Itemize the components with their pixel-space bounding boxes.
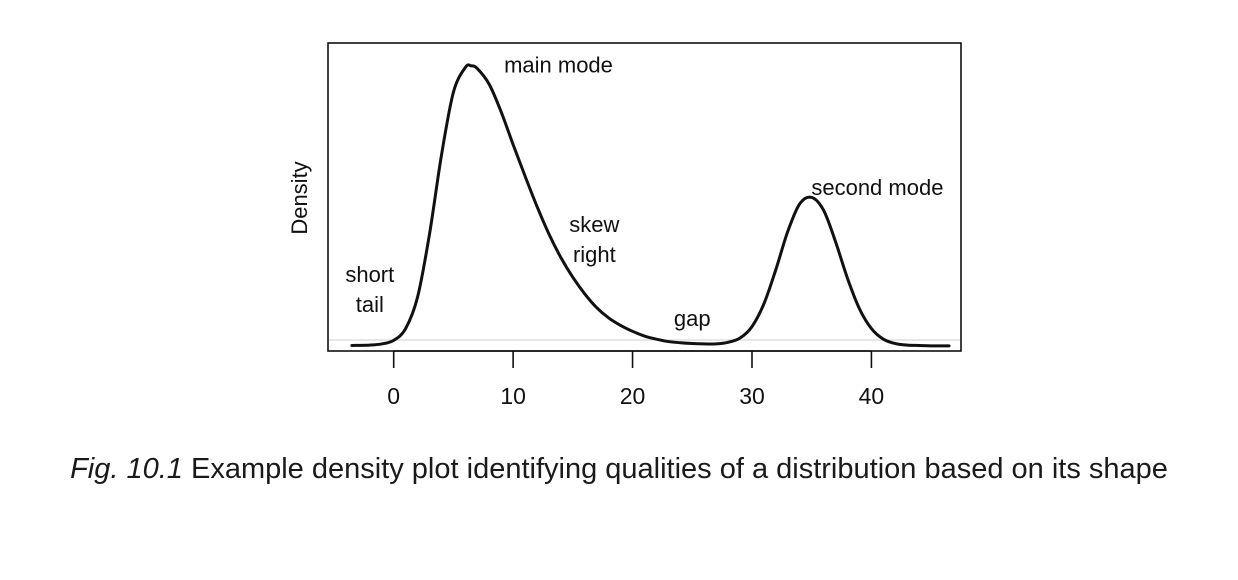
annotation-main-mode-line: main mode [504, 53, 613, 78]
x-tick-label: 40 [859, 383, 885, 409]
x-tick-label: 10 [500, 383, 526, 409]
annotations: main mode second mode skew right short tail ga… [345, 53, 943, 331]
figure-label: Fig. 10.1 [70, 453, 183, 485]
density-curve [350, 63, 951, 348]
x-tick-label: 20 [620, 383, 646, 409]
annotation-skew-right-line: right [573, 242, 616, 267]
x-axis: 0 10 20 30 40 [387, 350, 885, 409]
annotation-short-tail-line: tail [356, 292, 384, 317]
annotation-skew-right-line: skew [569, 212, 619, 237]
x-tick-label: 0 [387, 383, 400, 409]
annotation-short-tail-line: short [345, 262, 394, 287]
density-chart: Density 0 10 20 30 40 main mode second mode sk… [287, 42, 962, 409]
annotation-gap-line: gap [674, 306, 711, 331]
y-axis-title: Density [287, 161, 312, 234]
x-tick-label: 30 [739, 383, 765, 409]
annotation-second-mode-line: second mode [811, 175, 943, 200]
figure-caption: Fig. 10.1 Example density plot identifyi… [0, 450, 1238, 488]
caption-text: Example density plot identifying qualiti… [182, 453, 1168, 485]
